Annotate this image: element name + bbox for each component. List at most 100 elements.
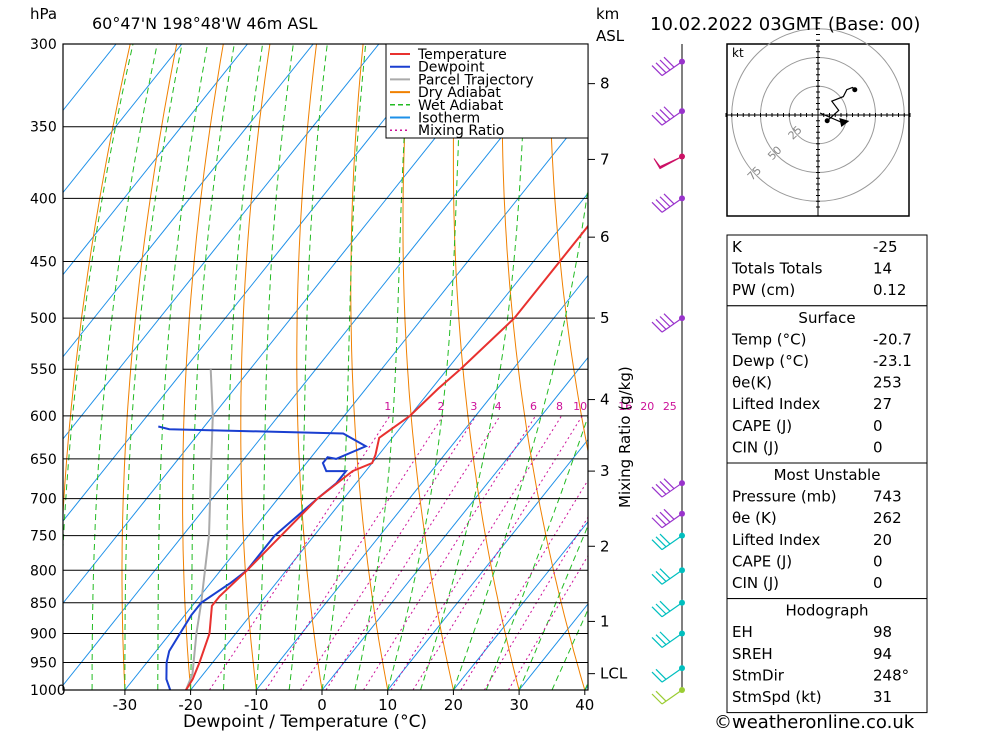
isotherm-line	[63, 44, 577, 687]
mixing-ratio-tick-label: 20	[640, 400, 654, 413]
wet-adiabat-line	[387, 44, 464, 690]
mixing-ratio-tick-label: 16	[618, 400, 632, 413]
pressure-tick-label: 550	[30, 362, 57, 378]
wet-adiabat-line	[452, 184, 588, 690]
hodograph-unit-label: kt	[732, 46, 744, 60]
wind-profile	[651, 44, 685, 705]
wind-barb-flag	[655, 199, 667, 210]
legend-label: Isotherm	[418, 111, 480, 127]
index-value: 0	[873, 574, 883, 592]
hodograph-start-dot	[824, 118, 830, 124]
height-tick-label: 7	[600, 150, 610, 168]
wind-barb-flag	[655, 62, 667, 74]
pressure-unit-label: hPa	[30, 5, 57, 23]
isotherm-line	[63, 44, 248, 276]
dry-adiabat-line	[63, 44, 131, 523]
mixing-ratio-line	[412, 415, 583, 690]
location-title: 60°47'N 198°48'W 46m ASL	[92, 14, 318, 33]
pressure-tick-label: 1000	[30, 683, 66, 699]
section-title: Most Unstable	[774, 466, 881, 484]
pressure-tick-labels: 300 350 400 450 500 550 600 650 700 750 800 850 900 9…	[30, 37, 66, 699]
height-tick-label: 8	[600, 75, 610, 93]
index-value: 98	[873, 623, 892, 641]
wind-barb-flag	[655, 634, 667, 646]
index-value: 262	[873, 509, 902, 527]
wind-barb	[653, 156, 683, 170]
index-label: StmDir	[732, 666, 785, 684]
mixing-ratio-tick-label: 4	[495, 400, 502, 413]
legend-label: Mixing Ratio	[418, 123, 504, 139]
index-label: Pressure (mb)	[732, 488, 837, 506]
mixing-ratio-line	[507, 554, 588, 690]
mixing-ratio-labels: 1 2 3 4 6 8 10 16 20 25	[384, 400, 677, 413]
index-value: -20.7	[873, 330, 912, 348]
plot-frame	[62, 43, 589, 691]
mixing-ratio-axis-title: Mixing Ratio (g/kg)	[616, 366, 634, 508]
index-label: K	[732, 238, 743, 256]
temperature-tick-label: 40	[575, 696, 594, 714]
height-tick-label: 5	[600, 309, 610, 327]
profile-dewpoint	[158, 425, 369, 690]
wind-barb-flag	[655, 536, 667, 548]
wind-barb-flag	[651, 637, 663, 648]
general-indices-box	[726, 234, 928, 307]
mixing-ratio-tick-label: 3	[470, 400, 477, 413]
hodograph-trace	[826, 86, 856, 122]
wind-barb	[661, 602, 683, 618]
wind-barb-flag	[651, 517, 663, 529]
temperature-tick-label: 10	[378, 696, 397, 714]
legend-label: Temperature	[417, 47, 507, 63]
height-tick-label: LCL	[600, 665, 628, 683]
wind-barb-flag	[659, 316, 671, 327]
surface-box	[726, 305, 928, 464]
temperature-tick-label: 20	[444, 696, 463, 714]
dry-adiabat-line	[922, 44, 1000, 690]
mixing-ratio-tick-label: 10	[573, 400, 587, 413]
wind-barb-flag	[659, 59, 671, 71]
index-label: CAPE (J)	[732, 417, 792, 435]
isotherm-line	[63, 44, 380, 440]
pressure-tick-label: 400	[30, 191, 57, 207]
wind-barb	[661, 632, 683, 648]
index-value: 31	[873, 688, 892, 706]
wind-barb	[661, 513, 683, 529]
wind-barb-flag	[663, 193, 675, 205]
pressure-tick-label: 900	[30, 626, 57, 642]
dry-adiabat-line	[402, 44, 454, 690]
index-value: -25	[873, 238, 898, 256]
wind-barb-flag	[651, 201, 663, 213]
wind-barb-flag	[659, 109, 671, 120]
wind-barb-flag	[659, 631, 671, 643]
index-value: 743	[873, 488, 902, 506]
temperature-tick-label: 0	[317, 696, 327, 714]
mixing-ratio-tick-label: 25	[663, 400, 677, 413]
wind-barb-flag	[651, 671, 663, 683]
wind-barb	[661, 482, 683, 498]
dry-adiabat-line	[121, 44, 178, 690]
temperature-tick-label: 30	[510, 696, 529, 714]
height-axis: 8 7 6 5 4 3 2 1 LCL	[588, 75, 628, 683]
index-label: PW (cm)	[732, 281, 795, 299]
index-label: Lifted Index	[732, 395, 820, 413]
wind-barb-flag	[659, 568, 671, 580]
wind-barb-flag	[663, 56, 675, 68]
hodograph-end-dot	[852, 87, 858, 93]
height-tick-label: 6	[600, 228, 610, 246]
profile-lines	[158, 224, 588, 690]
profile-parcel-trajectory	[185, 369, 214, 690]
hodograph-indices-box	[726, 598, 928, 714]
isotherm-line	[255, 274, 588, 690]
isotherm-line	[63, 44, 117, 112]
isotherm-line	[63, 44, 511, 604]
wind-barb-flag	[651, 114, 663, 126]
wind-barb-flag	[659, 511, 671, 523]
wind-barb-flag	[655, 603, 667, 615]
wet-adiabat-line	[255, 44, 294, 690]
section-title: Surface	[798, 309, 855, 327]
section-title: Hodograph	[785, 602, 868, 620]
wind-barb	[661, 569, 683, 585]
mixing-ratio-tick-label: 2	[438, 400, 445, 413]
pressure-tick-label: 800	[30, 563, 57, 579]
